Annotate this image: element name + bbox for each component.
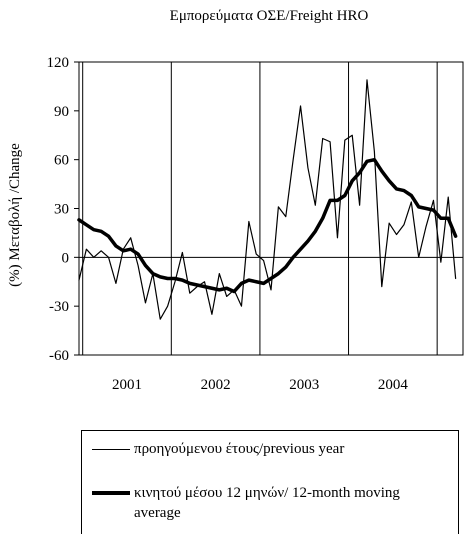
legend-item-moving-average: κινητού μέσου 12 μηνών/ 12-month moving …: [92, 483, 424, 523]
legend: προηγούμενου έτους/previous year κινητού…: [81, 430, 459, 534]
x-tick-label: 2002: [201, 377, 231, 393]
legend-label-moving-average: κινητού μέσου 12 μηνών/ 12-month moving …: [134, 485, 400, 521]
series-line-previous-year: [78, 79, 457, 320]
chart-title: Εμπορεύματα ΟΣΕ/Freight HRO: [170, 8, 369, 24]
x-tick-label: 2004: [378, 377, 409, 393]
y-axis-label: (%) Μεταβολή /Change: [7, 143, 23, 287]
y-tick-label: -30: [49, 299, 69, 315]
y-tick-label: -60: [49, 348, 69, 364]
y-tick-label: 30: [54, 202, 69, 218]
legend-line-thick: [92, 491, 130, 495]
x-tick-label: 2001: [112, 377, 142, 393]
legend-label-previous-year: προηγούμενου έτους/previous year: [134, 441, 345, 457]
x-tick-label: 2003: [289, 377, 319, 393]
series-line-moving-average: [77, 157, 458, 294]
chart: Εμπορεύματα ΟΣΕ/Freight HRO (%) Μεταβολή…: [7, 8, 464, 393]
plot-frame: [78, 61, 464, 356]
legend-line-thin: [92, 449, 130, 450]
y-tick-label: 90: [54, 104, 69, 120]
legend-item-previous-year: προηγούμενου έτους/previous year: [92, 439, 424, 459]
y-tick-label: 120: [47, 55, 70, 71]
plot-area: -60 -30 0 30 60 90 120 2001 2002 2003 2004: [47, 55, 464, 393]
y-tick-label: 60: [54, 153, 69, 169]
y-tick-label: 0: [62, 250, 70, 266]
